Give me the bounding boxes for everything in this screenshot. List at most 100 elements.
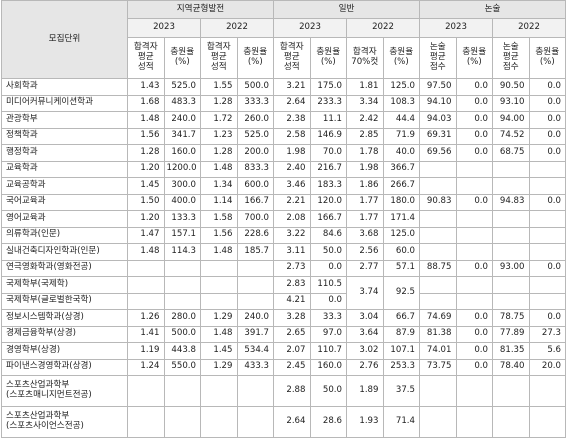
row-label: 교육공학과	[1, 177, 128, 195]
cell: 0.0	[455, 127, 493, 145]
cell: 2.77	[346, 259, 384, 277]
cell: 2.38	[273, 111, 311, 129]
cell: 525.0	[163, 78, 201, 96]
column-header: 논술 평균 점수	[492, 37, 530, 79]
cell: 600.0	[236, 177, 274, 195]
table-row: 교육공학과 1.45 300.0 1.34 600.0 3.46 183.3 1.86 266.…	[1, 177, 566, 195]
empty-cell	[236, 259, 274, 277]
cell: 0.0	[528, 94, 566, 112]
empty-cell	[455, 177, 493, 195]
cell: 84.6	[309, 226, 347, 244]
cell: 77.89	[492, 325, 530, 343]
empty-cell	[163, 259, 201, 277]
cell: 0.0	[528, 111, 566, 129]
empty-cell	[528, 160, 566, 178]
cell: 3.46	[273, 177, 311, 195]
year-header: 2022	[200, 18, 274, 38]
cell: 1.89	[346, 375, 384, 407]
cell: 0.0	[528, 193, 566, 211]
cell: 68.75	[492, 144, 530, 162]
cell: 28.6	[309, 406, 347, 438]
empty-cell	[419, 292, 457, 310]
cell: 3.22	[273, 226, 311, 244]
cell: 3.68	[346, 226, 384, 244]
cell: 253.3	[382, 358, 420, 376]
cell: 228.6	[236, 226, 274, 244]
cell: 0.0	[528, 144, 566, 162]
row-label: 정보시스템학과(상경)	[1, 309, 128, 327]
cell: 2.40	[273, 160, 311, 178]
cell: 0.0	[528, 259, 566, 277]
empty-cell	[455, 226, 493, 244]
cell: 1.45	[200, 342, 238, 360]
empty-cell	[200, 259, 238, 277]
year-header: 2023	[419, 18, 493, 38]
row-label: 파이낸스경영학과(상경)	[1, 358, 128, 376]
cell: 160.0	[163, 144, 201, 162]
cell: 57.1	[382, 259, 420, 277]
cell: 166.7	[236, 193, 274, 211]
cell: 125.0	[382, 78, 420, 96]
table-row: 의류학과(인문) 1.47 157.1 1.56 228.6 3.22 84.6 3.68 12…	[1, 226, 566, 244]
cell: 233.3	[309, 94, 347, 112]
cell: 0.0	[455, 193, 493, 211]
cell: 81.38	[419, 325, 457, 343]
empty-cell	[528, 375, 566, 407]
cell: 107.1	[382, 342, 420, 360]
cell: 1.20	[127, 210, 165, 228]
table-row: 파이낸스경영학과(상경) 1.24 550.0 1.29 433.3 2.45 160.0 2…	[1, 358, 566, 376]
column-header: 충원율 (%)	[309, 37, 347, 79]
cell: 97.0	[309, 325, 347, 343]
empty-cell	[528, 210, 566, 228]
cell: 120.0	[309, 193, 347, 211]
row-label: 국어교육과	[1, 193, 128, 211]
cell: 2.64	[273, 406, 311, 438]
empty-cell	[455, 243, 493, 261]
cell: 125.0	[382, 226, 420, 244]
cell: 90.83	[419, 193, 457, 211]
table-row: 국제학부(국제학) 2.83 110.5 3.74 92.5	[1, 276, 566, 310]
empty-cell	[492, 226, 530, 244]
cell: 1.56	[200, 226, 238, 244]
cell: 180.0	[382, 193, 420, 211]
cell: 93.00	[492, 259, 530, 277]
cell: 94.03	[419, 111, 457, 129]
cell: 3.11	[273, 243, 311, 261]
row-label: 의류학과(인문)	[1, 226, 128, 244]
cell: 1.72	[200, 111, 238, 129]
empty-cell	[127, 406, 165, 438]
cell: 260.0	[236, 111, 274, 129]
row-label: 행정학과	[1, 144, 128, 162]
cell: 171.4	[382, 210, 420, 228]
cell: 0.0	[528, 127, 566, 145]
cell: 60.0	[382, 243, 420, 261]
table-row: 경제금융학부(상경) 1.41 500.0 1.48 391.7 2.65 97.0 3.64…	[1, 325, 566, 343]
cell: 1.77	[346, 193, 384, 211]
empty-cell	[236, 276, 274, 294]
cell: 69.31	[419, 127, 457, 145]
cell: 133.3	[163, 210, 201, 228]
column-header: 합격자 평균 성적	[127, 37, 165, 79]
table-row: 사회학과 1.43 525.0 1.55 500.0 3.21 175.0 1.81 125.0…	[1, 78, 566, 96]
cell: 1.28	[127, 144, 165, 162]
cell: 94.00	[492, 111, 530, 129]
cell: 110.5	[309, 276, 347, 294]
column-header: 충원율 (%)	[236, 37, 274, 79]
cell: 1.48	[200, 160, 238, 178]
cell: 1.26	[127, 309, 165, 327]
cell: 0.0	[455, 78, 493, 96]
cell: 1.86	[346, 177, 384, 195]
cell: 1.56	[127, 127, 165, 145]
cell: 71.4	[382, 406, 420, 438]
cell: 50.0	[309, 243, 347, 261]
cell: 0.0	[455, 358, 493, 376]
cell: 3.34	[346, 94, 384, 112]
empty-cell	[200, 375, 238, 407]
cell: 2.56	[346, 243, 384, 261]
group-header: 일반	[273, 0, 420, 19]
empty-cell	[455, 292, 493, 310]
column-header: 논술 평균 점수	[419, 37, 457, 79]
cell: 71.9	[382, 127, 420, 145]
table-row: 경영학부(상경) 1.19 443.8 1.45 534.4 2.07 110.7 3.02 1…	[1, 342, 566, 360]
